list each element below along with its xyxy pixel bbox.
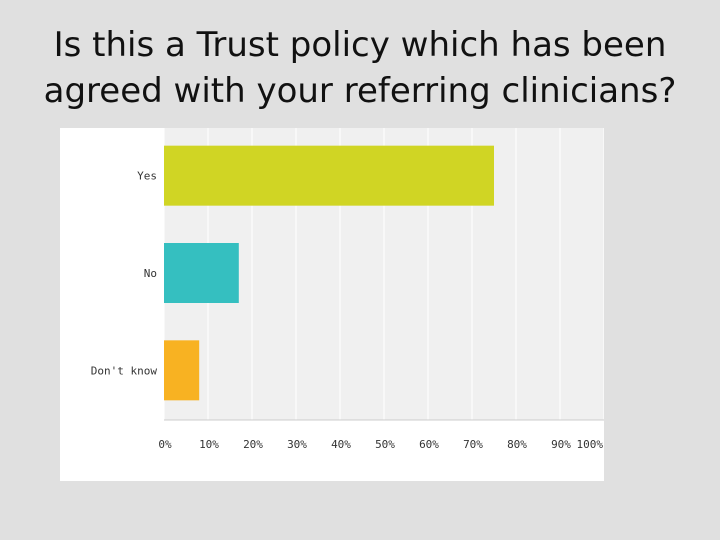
x-tick-label: 40% — [331, 438, 351, 451]
x-tick-label: 70% — [463, 438, 483, 451]
slide-title: Is this a Trust policy which has been ag… — [43, 25, 677, 111]
x-tick-label: 50% — [375, 438, 395, 451]
tick-labels: 0% 10% 20% 30% 40% 50% 60% 70% 80% 90% 100% — [158, 438, 603, 451]
x-tick-label: 60% — [419, 438, 439, 451]
bar-don-t-know — [164, 340, 200, 401]
bars — [164, 145, 494, 401]
x-tick-label: 100% — [577, 438, 604, 451]
x-tick-label: 90% — [551, 438, 571, 451]
x-tick-label: 80% — [507, 438, 527, 451]
category-label: No — [144, 267, 157, 280]
category-label: Yes — [137, 170, 157, 183]
category-label: Don't know — [91, 364, 158, 377]
x-tick-label: 0% — [158, 438, 172, 451]
bar-yes — [164, 145, 494, 206]
category-labels: Yes No Don't know — [91, 170, 158, 378]
x-tick-label: 20% — [243, 438, 263, 451]
bar-no — [164, 243, 239, 303]
bar-chart: Yes No Don't know 0% 10% 20% 30% 40% 50% 60% 70% 8… — [91, 128, 604, 451]
x-tick-label: 30% — [287, 438, 307, 451]
chart-panel: Yes No Don't know 0% 10% 20% 30% 40% 50% 60% 70% 8… — [60, 128, 604, 481]
x-tick-label: 10% — [199, 438, 219, 451]
